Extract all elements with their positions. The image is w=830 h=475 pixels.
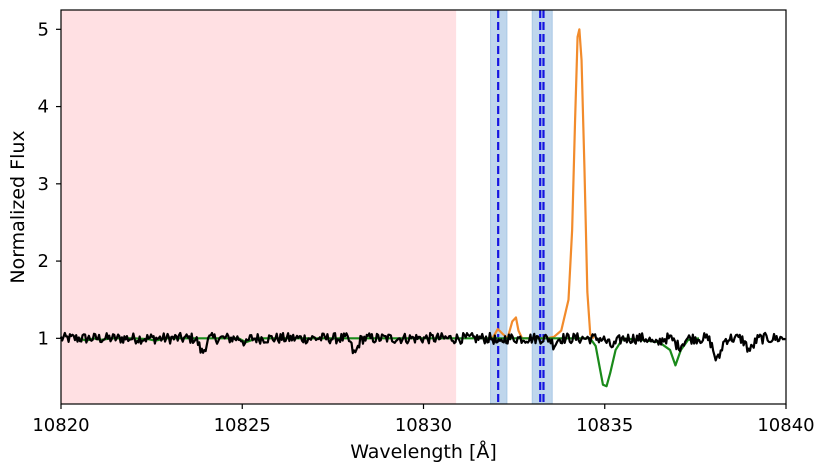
y-tick-label: 1 <box>38 328 49 349</box>
masked-region <box>61 10 457 404</box>
x-tick-label: 10820 <box>32 415 89 436</box>
axes-layer: 10820 10825 10830 10835 10840 1 2 3 4 5 <box>32 9 815 436</box>
x-tick-label: 10825 <box>214 415 271 436</box>
x-tick-label: 10830 <box>395 415 452 436</box>
x-tick-label: 10840 <box>757 415 814 436</box>
y-axis-label: Normalized Flux <box>7 130 29 283</box>
y-tick-label: 5 <box>38 19 49 40</box>
y-tick-label: 4 <box>38 97 49 118</box>
line-band-1 <box>531 9 553 405</box>
background-layer <box>61 10 457 404</box>
y-tick-label: 2 <box>38 251 49 272</box>
y-tick-label: 3 <box>38 174 49 195</box>
x-tick-label: 10835 <box>576 415 633 436</box>
series-model-emission <box>491 28 595 340</box>
series-observed <box>59 331 786 362</box>
line-bands-layer <box>490 9 553 405</box>
series-layer <box>59 28 786 388</box>
x-axis-label: Wavelength [Å] <box>350 440 497 463</box>
